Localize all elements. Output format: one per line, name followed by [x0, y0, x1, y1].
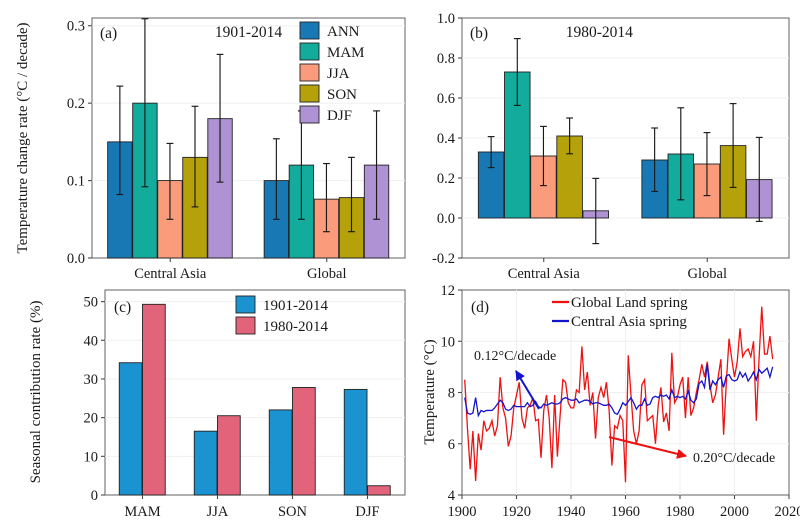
y-tick-label: 1.0 — [437, 11, 455, 27]
x-category-label: Central Asia — [508, 266, 581, 282]
panel-tag: (a) — [100, 25, 117, 42]
x-tick-label: 1980 — [666, 504, 695, 520]
bar-jja-1980-2014 — [217, 415, 241, 496]
y-tick-label: 10 — [441, 334, 456, 350]
bar-jja-1901-2014 — [193, 430, 218, 496]
x-tick-label: 2000 — [720, 504, 749, 520]
annotation-central-asia-trend: 0.12°C/decade — [474, 349, 556, 364]
bar-son-1980-2014 — [292, 387, 316, 496]
legend-swatch-mam — [299, 42, 320, 61]
y-tick-label: 10 — [84, 449, 99, 465]
y-tick-label: 12 — [441, 283, 456, 299]
legend-swatch-1901-2014 — [235, 295, 256, 314]
y-tick-label: 0.1 — [67, 174, 85, 190]
legend-label-1901-2014: 1901-2014 — [263, 298, 328, 314]
y-tick-label: 6 — [448, 437, 455, 453]
legend-label-1980-2014: 1980-2014 — [263, 319, 328, 335]
y-tick-label: 0.4 — [437, 131, 456, 147]
x-category-label: Global — [688, 266, 727, 282]
bar-djf-1980-2014 — [367, 485, 391, 496]
legend-label-ann: ANN — [327, 24, 360, 40]
annotation-arrow-blue — [515, 370, 540, 410]
x-category-label: MAM — [124, 504, 160, 520]
panel-a: 0.0 0.1 0.2 0.3 Central Asia Global (a) 1901-20… — [67, 17, 406, 282]
plot-frame — [104, 289, 406, 496]
panel-a-ylabel: Temperature change rate (°C / decade) — [15, 22, 31, 253]
y-tick-label: 0 — [91, 488, 98, 504]
x-category-label: SON — [278, 504, 308, 520]
legend-label-son: SON — [327, 87, 357, 103]
y-tick-label: 50 — [84, 295, 99, 311]
y-tick-label: 20 — [84, 411, 99, 427]
series-line-global-land-spring — [464, 306, 774, 483]
panel-c-ylabel: Seasonal contribution rate (%) — [28, 301, 44, 484]
legend-swatch-ann — [299, 21, 320, 40]
y-tick-label: 0.2 — [67, 96, 85, 112]
x-tick-label: 1940 — [557, 504, 586, 520]
legend-label-global-land-spring: Global Land spring — [571, 295, 688, 311]
bar-mam-1901-2014 — [118, 362, 143, 496]
x-category-label: Global — [307, 266, 346, 282]
y-tick-label: 8 — [448, 386, 455, 402]
x-category-label: DJF — [355, 504, 379, 520]
panel-title: 1980-2014 — [566, 24, 633, 41]
annotation-global-land-trend: 0.20°C/decade — [693, 451, 775, 466]
panel-tag: (c) — [114, 299, 131, 316]
series-line-central-asia-spring — [464, 364, 774, 418]
y-tick-label: 30 — [84, 372, 99, 388]
panel-a-legend: ANN MAM JJA SON DJF — [299, 21, 365, 124]
panel-title: 1901-2014 — [215, 24, 282, 41]
panel-tag: (d) — [471, 299, 489, 316]
legend-label-central-asia-spring: Central Asia spring — [571, 314, 687, 330]
legend-swatch-son — [299, 84, 320, 103]
legend-label-djf: DJF — [327, 108, 352, 124]
y-tick-label: 0.8 — [437, 51, 455, 67]
panel-c: 0 10 20 30 40 50 MAM JJA SON DJF (c) 1901-2014 1980-… — [84, 289, 406, 520]
bar-son-1901-2014 — [268, 409, 293, 496]
legend-label-mam: MAM — [327, 45, 365, 61]
y-tick-label: -0.2 — [432, 251, 455, 267]
legend-swatch-jja — [299, 63, 320, 82]
legend-swatch-djf — [299, 105, 320, 124]
legend-swatch-1980-2014 — [235, 316, 256, 335]
series-group — [464, 306, 774, 483]
y-tick-label: 0.6 — [437, 91, 455, 107]
bar-mam-1980-2014 — [142, 303, 166, 496]
annotation-arrow-red — [608, 436, 687, 459]
x-category-label: JJA — [207, 504, 229, 520]
bar-djf-1901-2014 — [343, 388, 368, 496]
x-tick-label: 1900 — [448, 504, 477, 520]
panel-tag: (b) — [470, 25, 488, 42]
x-tick-label: 2020 — [775, 504, 800, 520]
y-tick-label: 0.3 — [67, 19, 85, 35]
x-tick-label: 1920 — [502, 504, 531, 520]
panel-b: -0.2 0.0 0.2 0.4 0.6 0.8 1.0 Central Asia Global… — [432, 11, 790, 282]
bar-jja-central-asia — [530, 155, 557, 219]
y-tick-label: 0.0 — [437, 211, 455, 227]
x-category-label: Central Asia — [134, 266, 207, 282]
panel-d-ylabel: Temperature (°C) — [422, 339, 438, 444]
plot-frame — [91, 17, 406, 259]
y-tick-label: 40 — [84, 333, 99, 349]
panel-d: 1900 1920 1940 1960 1980 2000 2020 4 6 8 10 12 (d) Gl… — [441, 283, 800, 520]
legend-label-jja: JJA — [327, 66, 350, 82]
y-tick-label: 0.0 — [67, 251, 85, 267]
y-tick-label: 4 — [448, 488, 456, 504]
y-tick-label: 0.2 — [437, 171, 455, 187]
x-tick-label: 1960 — [611, 504, 640, 520]
